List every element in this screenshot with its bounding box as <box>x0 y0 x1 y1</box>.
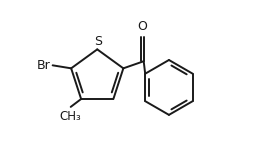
Text: CH₃: CH₃ <box>60 110 82 123</box>
Text: Br: Br <box>37 59 51 72</box>
Text: O: O <box>137 20 147 33</box>
Text: S: S <box>94 35 102 48</box>
